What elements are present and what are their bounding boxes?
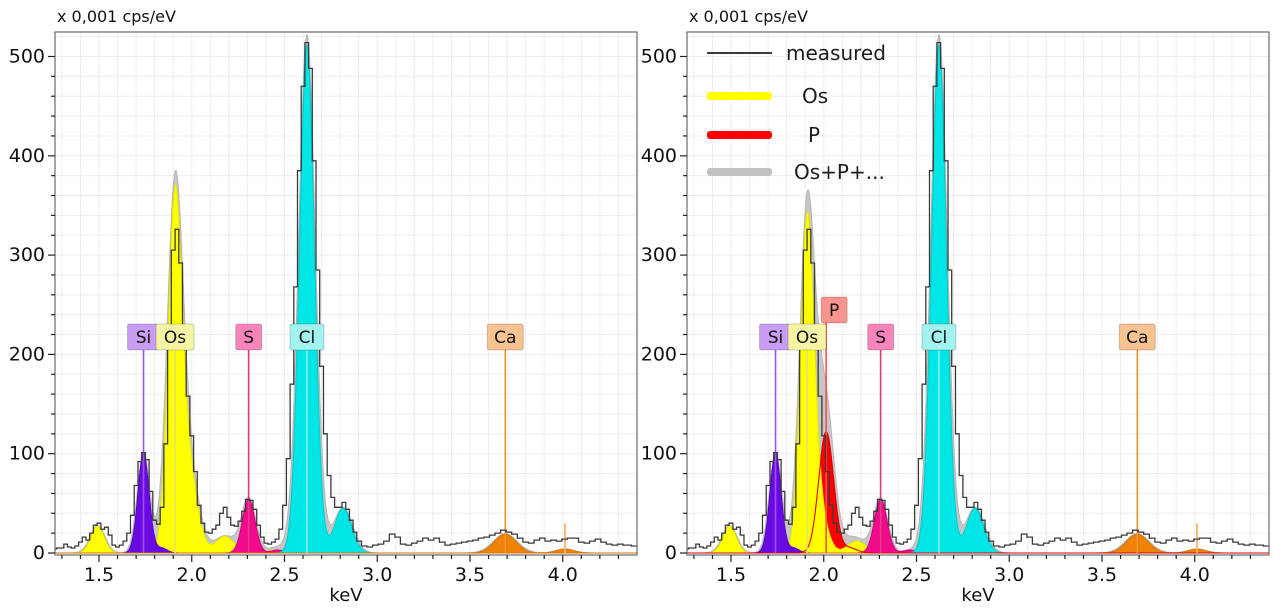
legend-item-osp: Os+P+... xyxy=(707,160,885,184)
element-label-si: Si xyxy=(127,323,161,351)
x-tick-label: 2.5 xyxy=(269,564,299,586)
y-tick-label: 500 xyxy=(641,46,677,68)
y-tick-label: 300 xyxy=(641,244,677,266)
y-tick-label: 100 xyxy=(9,443,45,465)
svg-text:Cl: Cl xyxy=(931,328,948,348)
x-tick-label: 2.0 xyxy=(177,564,207,586)
x-tick-label: 1.5 xyxy=(84,564,114,586)
svg-text:S: S xyxy=(875,328,886,348)
element-label-cl: Cl xyxy=(921,323,957,351)
spectrum-panel-left: Si Os S Cl Ca 1.5 2.0 2.5 3.0 3.5 4.0 0 100 200 300 400… xyxy=(9,31,638,586)
y-unit-label-right: x 0,001 cps/eV xyxy=(689,7,808,26)
legend-item-p: P xyxy=(707,123,820,147)
y-tick-label: 200 xyxy=(641,343,677,365)
element-label-s: S xyxy=(867,323,895,351)
element-label-os: Os xyxy=(155,323,195,351)
y-tick-label: 400 xyxy=(9,145,45,167)
element-label-p: P xyxy=(820,296,848,324)
svg-text:Os: Os xyxy=(796,328,818,348)
y-tick-label: 500 xyxy=(9,46,45,68)
legend-label: Os xyxy=(802,84,828,108)
legend-label: measured xyxy=(786,41,886,65)
fit-area-ca xyxy=(55,533,637,554)
element-marker-lines xyxy=(142,350,566,553)
x-tick-label: 1.5 xyxy=(716,564,746,586)
legend-label: P xyxy=(808,123,820,147)
y-unit-label-left: x 0,001 cps/eV xyxy=(57,7,176,26)
y-tick-label: 0 xyxy=(33,542,45,564)
svg-text:Ca: Ca xyxy=(494,328,516,348)
element-labels: Si Os P S Cl Ca xyxy=(759,296,1156,351)
y-tick-label: 0 xyxy=(665,542,677,564)
y-tick-label: 200 xyxy=(9,343,45,365)
y-tick-label: 100 xyxy=(641,443,677,465)
x-axis-title-left: keV xyxy=(329,585,363,606)
spectrum-panel-right: Si Os P S Cl Ca measured Os P Os+P+... 1.5 2.0 2.5 3.… xyxy=(641,31,1270,586)
svg-text:Cl: Cl xyxy=(299,328,316,348)
axes: 1.5 2.0 2.5 3.0 3.5 4.0 0 100 200 300 400 500 xyxy=(9,31,638,586)
x-tick-label: 4.0 xyxy=(1180,564,1210,586)
element-labels: Si Os S Cl Ca xyxy=(127,323,524,351)
element-label-ca: Ca xyxy=(486,323,524,351)
x-tick-label: 3.0 xyxy=(994,564,1024,586)
element-label-s: S xyxy=(235,323,263,351)
svg-text:Os: Os xyxy=(164,328,186,348)
legend-item-os: Os xyxy=(707,84,828,108)
svg-text:Si: Si xyxy=(136,328,152,348)
element-label-si: Si xyxy=(759,323,793,351)
x-tick-label: 3.5 xyxy=(455,564,485,586)
x-tick-label: 3.0 xyxy=(362,564,392,586)
legend: measured Os P Os+P+... xyxy=(707,41,886,184)
element-marker-lines xyxy=(774,323,1198,553)
svg-text:Ca: Ca xyxy=(1126,328,1148,348)
y-tick-label: 400 xyxy=(641,145,677,167)
y-tick-label: 300 xyxy=(9,244,45,266)
element-label-os: Os xyxy=(787,323,827,351)
x-axis-title-right: keV xyxy=(961,585,995,606)
svg-text:P: P xyxy=(829,301,839,321)
measured-line xyxy=(55,41,637,550)
element-label-ca: Ca xyxy=(1118,323,1156,351)
legend-item-measured: measured xyxy=(707,41,886,65)
svg-text:S: S xyxy=(243,328,254,348)
element-label-cl: Cl xyxy=(289,323,325,351)
x-tick-label: 3.5 xyxy=(1087,564,1117,586)
axes: 1.5 2.0 2.5 3.0 3.5 4.0 0 100 200 300 400 500 xyxy=(641,31,1270,586)
measured-line xyxy=(687,41,1269,550)
x-tick-label: 4.0 xyxy=(548,564,578,586)
x-tick-label: 2.5 xyxy=(901,564,931,586)
fit-outline-p xyxy=(687,431,1269,554)
legend-label: Os+P+... xyxy=(794,160,885,184)
x-tick-label: 2.0 xyxy=(809,564,839,586)
svg-text:Si: Si xyxy=(768,328,784,348)
